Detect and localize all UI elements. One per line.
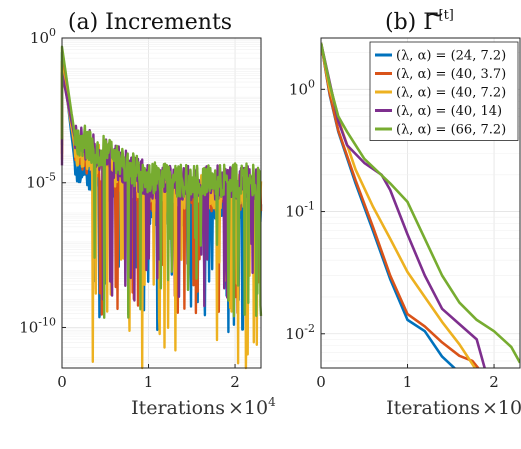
legend-label: (λ, α) = (40, 14) [396,104,502,119]
legend-label: (λ, α) = (40, 3.7) [396,67,506,82]
panel-a-axes-box [61,37,262,369]
panel-b-series-line [321,42,487,368]
panel-a-xtick-label: 2 [230,373,240,391]
panel-a-xtick-label: 1 [144,373,154,391]
legend-label: (λ, α) = (66, 7.2) [396,123,506,138]
panel-a: (a) Increments 0 1 2 100 10-5 10-10 Iteration… [19,10,276,419]
legend-box [369,41,519,141]
legend-label: (λ, α) = (24, 7.2) [396,49,506,64]
panel-a-series [60,45,263,370]
panel-a-title: (a) Increments [68,10,232,35]
legend-label: (λ, α) = (40, 7.2) [396,86,506,101]
panel-b-series-line [321,42,480,368]
panel-b-xtick-label: 1 [403,373,413,391]
panel-b-ytick-label: 10-2 [285,322,315,343]
panel-a-ticks: 0 1 2 100 10-5 10-10 [19,26,240,391]
panel-b-ytick-label: 10-1 [285,200,315,221]
panel-a-series-line [60,45,263,319]
panel-b: (b) Γ[t] ~ 0 1 2 100 10-1 10-2 Iterations ×10… [285,3,521,419]
panel-a-xtick-label: 0 [57,373,67,391]
panel-a-ytick-label: 100 [30,26,56,47]
panel-a-ytick-label: 10-10 [19,315,56,336]
legend: (λ, α) = (24, 7.2) (λ, α) = (40, 3.7) (λ, … [369,41,519,141]
panel-a-ytick-label: 10-5 [26,171,56,192]
panel-b-ytick-label: 100 [289,77,315,98]
panel-b-xtick-label: 2 [489,373,499,391]
panel-b-title: (b) Γ[t] [385,8,454,35]
panel-b-x-exponent: ×104 [482,395,521,419]
panel-b-series-line [321,42,520,364]
panel-b-title-tilde: ~ [426,3,444,28]
panel-a-x-exponent: ×104 [228,395,276,419]
panel-a-xlabel: Iterations [131,397,225,419]
panel-b-axes-box [320,37,521,369]
panel-b-ticks: 0 1 2 100 10-1 10-2 [285,77,499,391]
panel-b-xtick-label: 0 [316,373,326,391]
panel-b-xlabel: Iterations [386,397,480,419]
panel-b-series [321,42,520,368]
